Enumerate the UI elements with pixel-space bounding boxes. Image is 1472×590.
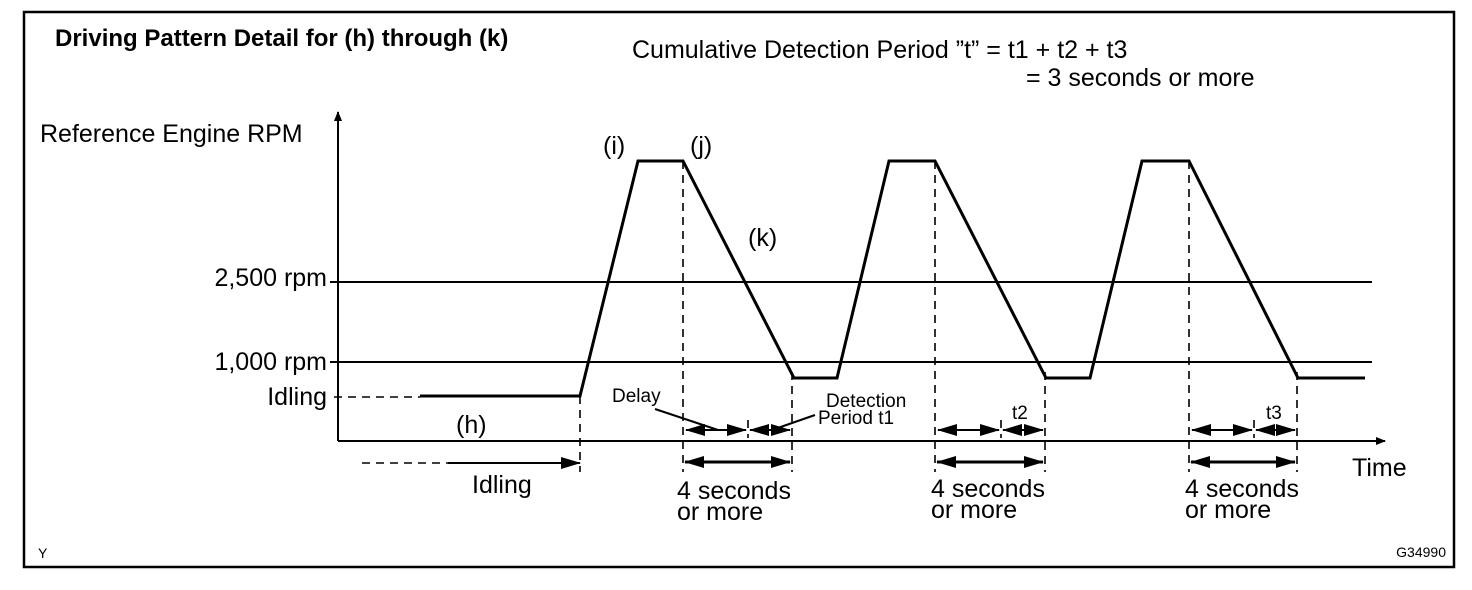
idling-level-label: Idling [267,383,327,411]
duration-3-line-2: or more [1185,496,1271,524]
point-j-label: (j) [690,132,712,160]
point-k-label: (k) [748,224,777,252]
delay-label: Delay [612,386,661,407]
y-axis-label: Reference Engine RPM [40,120,303,148]
idling-interval-label: Idling [472,471,532,499]
rpm-2500-label: 2,500 rpm [214,264,327,292]
diagram-title: Driving Pattern Detail for (h) through (… [55,25,508,52]
duration-3-line-1: 4 seconds [1185,475,1299,503]
detection-leader [771,414,816,431]
detection-label-line-1: Detection [826,391,906,412]
point-h-label: (h) [456,411,487,439]
duration-2-line-2: or more [931,496,1017,524]
x-axis-label: Time [1352,454,1407,482]
figure-code: G34990 [1396,544,1446,560]
figure-frame [22,10,1456,569]
rpm-trace [420,159,1365,398]
point-i-label: (i) [603,132,625,160]
period-t3-label: t3 [1266,403,1282,424]
duration-1-line-2: or more [677,498,763,526]
delay-leader [654,408,719,431]
formula-line-1: Cumulative Detection Period ”t” = t1 + t… [632,36,1127,64]
corner-mark: Y [38,545,48,561]
duration-1-line-1: 4 seconds [677,477,791,505]
period-t2-label: t2 [1012,403,1028,424]
detection-label-line-2: Period t1 [818,408,894,429]
duration-2-line-1: 4 seconds [931,475,1045,503]
rpm-1000-label: 1,000 rpm [214,348,327,376]
formula-line-2: = 3 seconds or more [1026,64,1255,92]
